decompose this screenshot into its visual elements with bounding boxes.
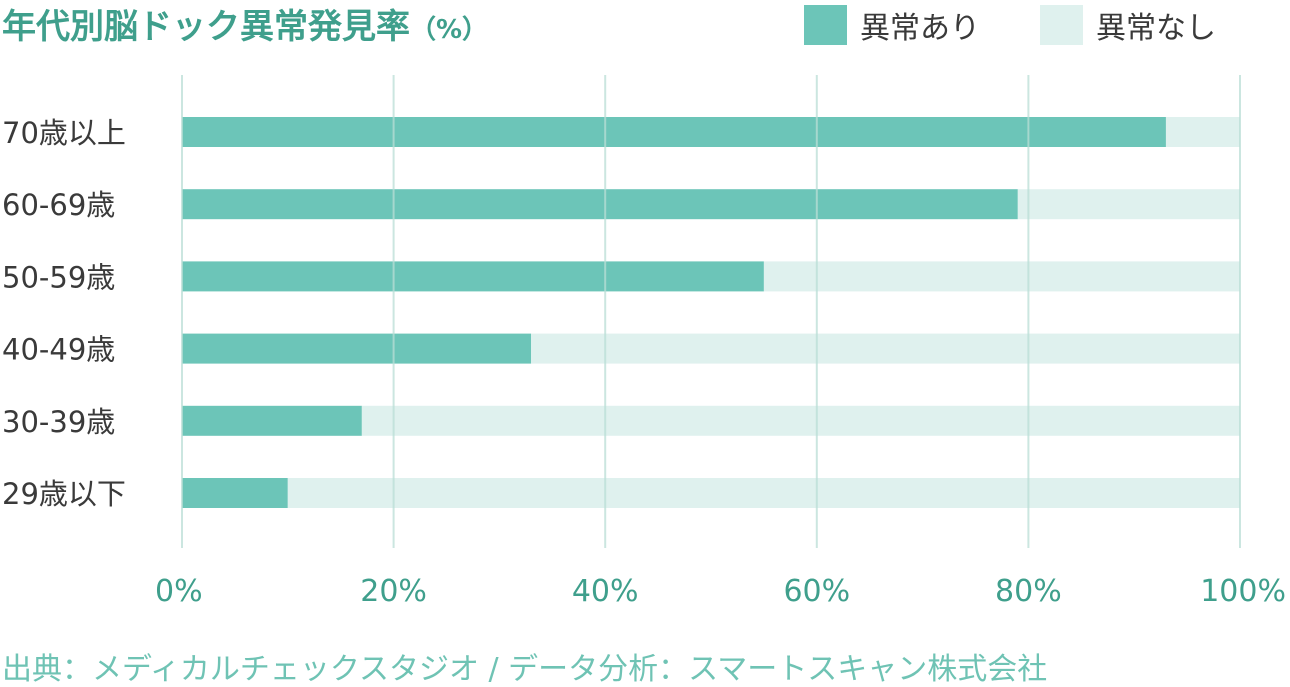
legend-swatch-0: [804, 5, 847, 45]
bar-normal-1: [1017, 189, 1240, 220]
category-label-3: 40-49歳: [2, 333, 115, 367]
category-label-2: 50-59歳: [2, 260, 115, 294]
chart-title-unit: （%）: [410, 15, 488, 45]
legend-label-1: 異常なし: [1096, 11, 1216, 46]
tick-label-3: 60%: [783, 574, 850, 609]
category-labels: 70歳以上 60-69歳 50-59歳 40-49歳 30-39歳 29歳以下: [2, 116, 126, 511]
bar-abnormal-1: [182, 189, 1018, 220]
bar-abnormal-2: [182, 261, 764, 292]
legend-swatch-1: [1040, 5, 1083, 45]
legend-label-0: 異常あり: [860, 11, 980, 46]
category-label-1: 60-69歳: [2, 188, 115, 222]
category-label-0: 70歳以上: [2, 116, 126, 150]
tick-label-4: 80%: [995, 574, 1062, 609]
bar-abnormal-5: [182, 478, 288, 508]
grid: [181, 75, 1241, 548]
tick-label-1: 20%: [360, 574, 427, 609]
bar-normal-3: [531, 333, 1240, 364]
category-label-5: 29歳以下: [2, 477, 126, 511]
bar-abnormal-0: [182, 117, 1166, 147]
category-label-4: 30-39歳: [2, 405, 115, 439]
tick-label-5: 100%: [1200, 574, 1286, 609]
legend: 異常あり 異常なし: [804, 5, 1216, 46]
bars: [182, 117, 1240, 508]
x-axis-tick-labels: 0% 20% 40% 60% 80% 100%: [155, 574, 1286, 609]
bar-normal-5: [287, 478, 1240, 508]
tick-label-2: 40%: [572, 574, 639, 609]
bar-normal-0: [1165, 117, 1240, 147]
source-note: 出典：メディカルチェックスタジオ / データ分析：スマートスキャン株式会社: [2, 652, 1047, 687]
chart-title-main: 年代別脳ドック異常発見率: [2, 7, 410, 47]
bar-abnormal-3: [182, 333, 532, 364]
bar-normal-4: [361, 405, 1240, 436]
tick-label-0: 0%: [155, 574, 203, 609]
bar-normal-2: [763, 261, 1240, 292]
chart-title: 年代別脳ドック異常発見率（%）: [2, 7, 488, 47]
bar-abnormal-4: [182, 405, 362, 436]
